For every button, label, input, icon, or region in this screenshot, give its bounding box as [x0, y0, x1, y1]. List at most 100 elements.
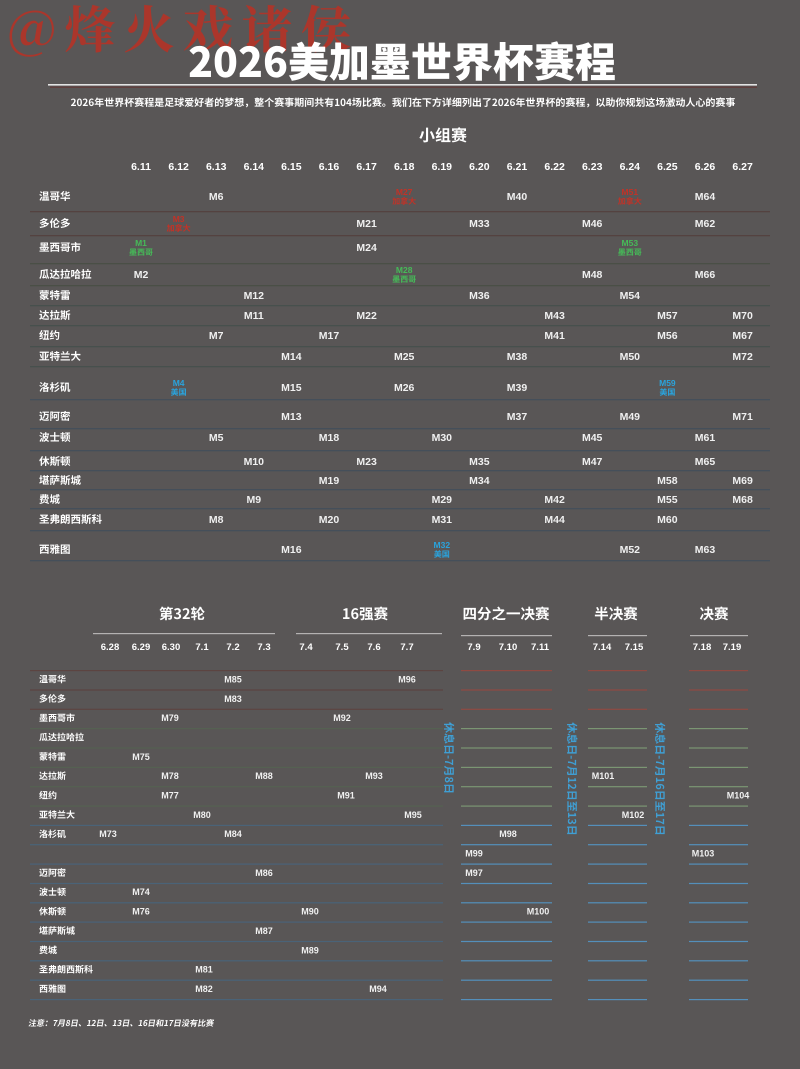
svg-text:6.17: 6.17 — [356, 161, 377, 173]
svg-text:M102: M102 — [622, 810, 645, 820]
svg-text:M87: M87 — [255, 926, 273, 936]
svg-text:M4: M4 — [173, 378, 185, 388]
svg-text:M53: M53 — [622, 238, 639, 248]
svg-text:M82: M82 — [195, 984, 213, 994]
svg-text:M39: M39 — [507, 382, 528, 394]
svg-text:M103: M103 — [692, 849, 715, 859]
svg-text:M65: M65 — [695, 456, 716, 468]
svg-text:M64: M64 — [695, 191, 716, 203]
svg-text:M76: M76 — [132, 907, 150, 917]
svg-text:M3: M3 — [173, 214, 185, 224]
svg-text:M44: M44 — [544, 514, 565, 526]
svg-text:M17: M17 — [319, 330, 340, 342]
svg-text:M101: M101 — [592, 771, 615, 781]
svg-text:M9: M9 — [247, 494, 262, 506]
svg-text:M69: M69 — [732, 475, 753, 487]
svg-text:M1: M1 — [135, 238, 147, 248]
svg-text:6.23: 6.23 — [582, 161, 603, 173]
svg-text:6.12: 6.12 — [168, 161, 189, 173]
svg-text:M7: M7 — [209, 330, 224, 342]
svg-text:M35: M35 — [469, 456, 490, 468]
svg-text:7.15: 7.15 — [625, 642, 644, 653]
svg-text:M29: M29 — [432, 494, 453, 506]
svg-text:M84: M84 — [224, 829, 242, 839]
svg-text:M95: M95 — [404, 810, 422, 820]
svg-text:6.25: 6.25 — [657, 161, 678, 173]
svg-text:M30: M30 — [432, 432, 453, 444]
svg-text:M40: M40 — [507, 191, 528, 203]
svg-text:M43: M43 — [544, 310, 565, 322]
svg-text:M67: M67 — [732, 330, 753, 342]
svg-text:M78: M78 — [161, 771, 179, 781]
svg-text:M88: M88 — [255, 771, 273, 781]
svg-text:7.10: 7.10 — [499, 642, 518, 653]
svg-text:7.7: 7.7 — [400, 642, 413, 653]
svg-text:M11: M11 — [244, 310, 264, 322]
svg-text:M37: M37 — [507, 411, 528, 423]
svg-text:M47: M47 — [582, 456, 603, 468]
svg-text:M73: M73 — [99, 829, 117, 839]
svg-text:M48: M48 — [582, 269, 603, 281]
svg-text:7.5: 7.5 — [335, 642, 349, 653]
svg-text:M94: M94 — [369, 984, 387, 994]
svg-text:6.24: 6.24 — [620, 161, 641, 173]
svg-text:M26: M26 — [394, 382, 415, 394]
svg-text:M54: M54 — [620, 290, 641, 302]
svg-text:M72: M72 — [732, 351, 753, 363]
svg-text:M46: M46 — [582, 218, 603, 230]
svg-text:M91: M91 — [337, 791, 355, 801]
svg-text:M62: M62 — [695, 218, 716, 230]
svg-text:M34: M34 — [469, 475, 490, 487]
svg-text:M63: M63 — [695, 544, 716, 556]
svg-text:6.18: 6.18 — [394, 161, 415, 173]
svg-text:M51: M51 — [622, 187, 639, 197]
svg-text:7.4: 7.4 — [299, 642, 313, 653]
svg-text:6.15: 6.15 — [281, 161, 302, 173]
svg-text:M13: M13 — [281, 411, 302, 423]
svg-text:M49: M49 — [620, 411, 641, 423]
svg-text:M70: M70 — [732, 310, 753, 322]
svg-text:M23: M23 — [356, 456, 377, 468]
svg-text:7.19: 7.19 — [723, 642, 742, 653]
svg-text:6.11: 6.11 — [131, 161, 151, 173]
svg-text:7.6: 7.6 — [367, 642, 380, 653]
svg-text:6.28: 6.28 — [101, 642, 120, 653]
svg-text:M42: M42 — [544, 494, 565, 506]
svg-text:M18: M18 — [319, 432, 340, 444]
svg-text:M24: M24 — [356, 242, 377, 254]
svg-text:7.1: 7.1 — [195, 642, 209, 653]
svg-text:M79: M79 — [161, 713, 179, 723]
svg-text:M6: M6 — [209, 191, 224, 203]
svg-text:M56: M56 — [657, 330, 678, 342]
svg-text:M99: M99 — [465, 849, 483, 859]
svg-text:6.27: 6.27 — [732, 161, 753, 173]
svg-text:6.26: 6.26 — [695, 161, 716, 173]
svg-text:M83: M83 — [224, 694, 242, 704]
svg-text:M8: M8 — [209, 514, 224, 526]
svg-text:7.11: 7.11 — [531, 642, 550, 653]
svg-text:M45: M45 — [582, 432, 603, 444]
svg-text:M74: M74 — [132, 887, 150, 897]
svg-text:6.22: 6.22 — [544, 161, 565, 173]
svg-text:M57: M57 — [657, 310, 678, 322]
svg-text:M97: M97 — [465, 868, 483, 878]
svg-text:M80: M80 — [193, 810, 211, 820]
svg-text:M55: M55 — [657, 494, 678, 506]
svg-text:M21: M21 — [356, 218, 377, 230]
svg-text:M104: M104 — [727, 791, 750, 801]
svg-text:M28: M28 — [396, 265, 413, 275]
svg-text:M14: M14 — [281, 351, 302, 363]
svg-text:M66: M66 — [695, 269, 716, 281]
svg-text:7.3: 7.3 — [257, 642, 270, 653]
svg-text:M38: M38 — [507, 351, 528, 363]
svg-text:M31: M31 — [432, 514, 453, 526]
svg-text:M71: M71 — [732, 411, 753, 423]
svg-text:M25: M25 — [394, 351, 415, 363]
svg-text:M60: M60 — [657, 514, 678, 526]
svg-text:M50: M50 — [620, 351, 641, 363]
svg-text:M92: M92 — [333, 713, 351, 723]
svg-text:6.16: 6.16 — [319, 161, 340, 173]
svg-text:M16: M16 — [281, 544, 302, 556]
svg-text:6.19: 6.19 — [432, 161, 453, 173]
svg-text:M20: M20 — [319, 514, 340, 526]
